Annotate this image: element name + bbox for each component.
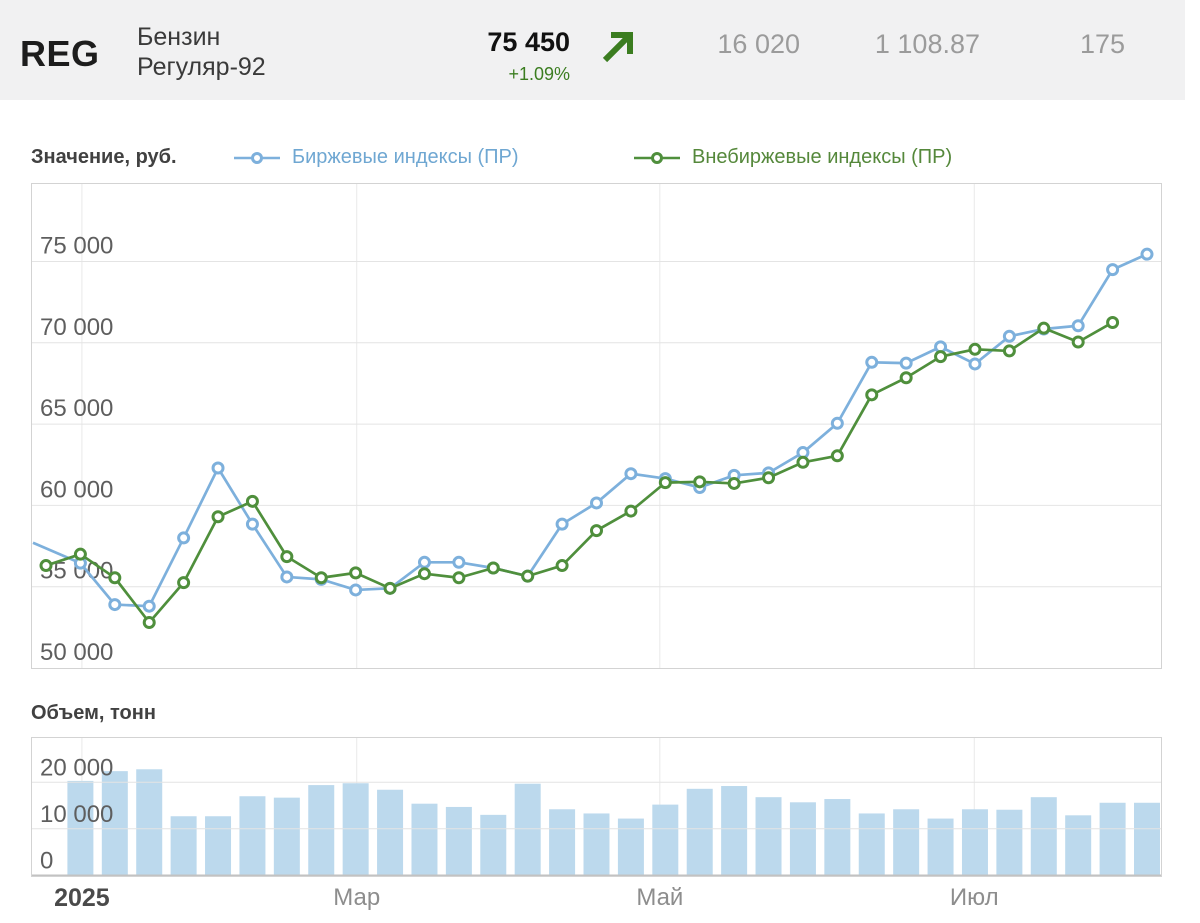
trend-up-right-icon: [602, 32, 633, 63]
volume-chart-title: Объем, тонн: [31, 702, 156, 724]
instrument-row[interactable]: REG Бензин Регуляр-92 75 450 +1.09% 16 0…: [0, 0, 1185, 100]
value-chart-title: Значение, руб.: [31, 146, 177, 168]
svg-text:0: 0: [40, 847, 53, 874]
last-price: 75 450: [487, 27, 570, 57]
svg-text:20 000: 20 000: [40, 754, 113, 781]
svg-text:10 000: 10 000: [40, 801, 113, 828]
svg-text:70 000: 70 000: [40, 314, 113, 341]
instrument-name-line2: Регуляр-92: [137, 53, 266, 81]
price-block: 75 450 +1.09%: [487, 27, 570, 85]
svg-text:65 000: 65 000: [40, 395, 113, 422]
stat-index: 1 108.87: [874, 29, 980, 59]
instrument-name: Бензин Регуляр-92: [137, 22, 266, 82]
instrument-name-line1: Бензин: [137, 23, 221, 51]
legend-otc-indices[interactable]: Внебиржевые индексы (ПР): [633, 146, 952, 169]
legend-exchange-indices[interactable]: Биржевые индексы (ПР): [233, 146, 519, 169]
instrument-code: REG: [20, 33, 100, 74]
legend-exchange-label: Биржевые индексы (ПР): [292, 146, 519, 168]
price-change-percent: +1.09%: [508, 64, 570, 84]
x-tick-2025: 2025: [54, 884, 110, 912]
x-tick-mar: Мар: [333, 884, 381, 911]
exchange-series-marker-icon: [234, 151, 280, 164]
stat-volume: 16 020: [717, 29, 800, 59]
svg-text:75 000: 75 000: [40, 233, 113, 260]
svg-text:50 000: 50 000: [40, 639, 113, 666]
x-tick-jul: Июл: [949, 884, 999, 911]
svg-text:60 000: 60 000: [40, 476, 113, 503]
volume-bar-chart[interactable]: 20 000 10 000 0: [31, 737, 1162, 877]
legend-otc-label: Внебиржевые индексы (ПР): [692, 146, 953, 168]
otc-series-marker-icon: [634, 151, 680, 164]
x-tick-may: Май: [636, 884, 684, 911]
stat-deals: 175: [1079, 29, 1125, 59]
